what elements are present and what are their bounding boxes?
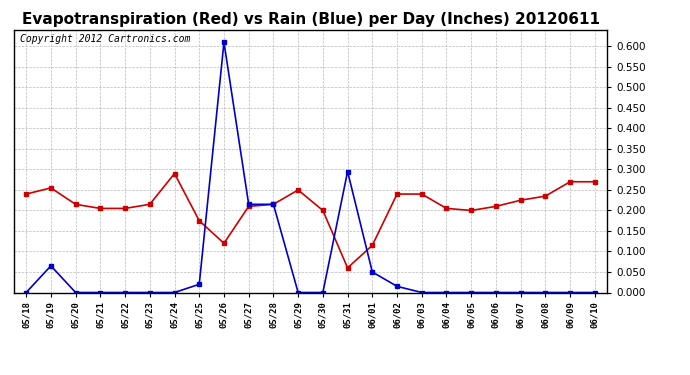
Title: Evapotranspiration (Red) vs Rain (Blue) per Day (Inches) 20120611: Evapotranspiration (Red) vs Rain (Blue) … bbox=[21, 12, 600, 27]
Text: Copyright 2012 Cartronics.com: Copyright 2012 Cartronics.com bbox=[20, 34, 190, 44]
